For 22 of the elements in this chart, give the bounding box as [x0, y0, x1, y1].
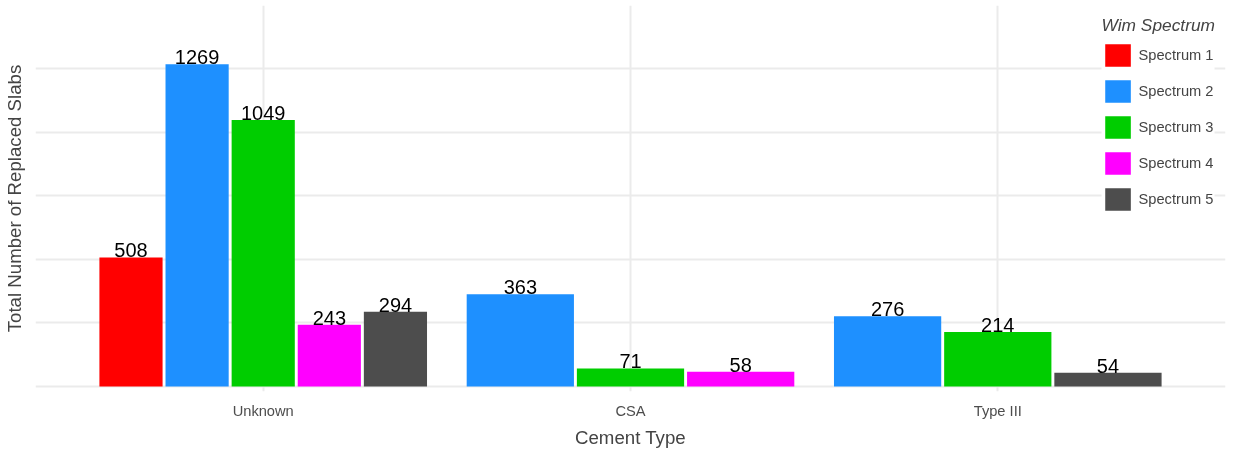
data-label: 508 — [114, 239, 148, 262]
data-label: 294 — [378, 293, 413, 316]
data-label: 54 — [1096, 354, 1120, 377]
data-label: 363 — [503, 276, 538, 299]
data-label: 243 — [312, 306, 347, 329]
legend-label: Spectrum 2 — [1138, 83, 1214, 99]
x-tick-label: CSA — [615, 402, 646, 419]
data-label: 58 — [729, 353, 752, 376]
x-tick-label: Unknown — [232, 402, 294, 419]
data-label: 214 — [981, 314, 1015, 337]
y-axis-title: Total Number of Replaced Slabs — [3, 64, 25, 333]
legend-label: Spectrum 3 — [1138, 119, 1214, 135]
legend-label: Spectrum 4 — [1138, 155, 1214, 171]
data-label: 1049 — [240, 102, 286, 125]
data-label: 71 — [619, 350, 642, 373]
legend-label: Spectrum 5 — [1138, 191, 1214, 207]
legend-label: Spectrum 1 — [1138, 47, 1214, 63]
legend-title: Wim Spectrum — [1101, 15, 1215, 36]
x-axis-title: Cement Type — [575, 426, 686, 448]
data-label: 1269 — [174, 46, 220, 69]
x-tick-label: Type III — [973, 402, 1022, 419]
data-label: 276 — [870, 298, 905, 321]
